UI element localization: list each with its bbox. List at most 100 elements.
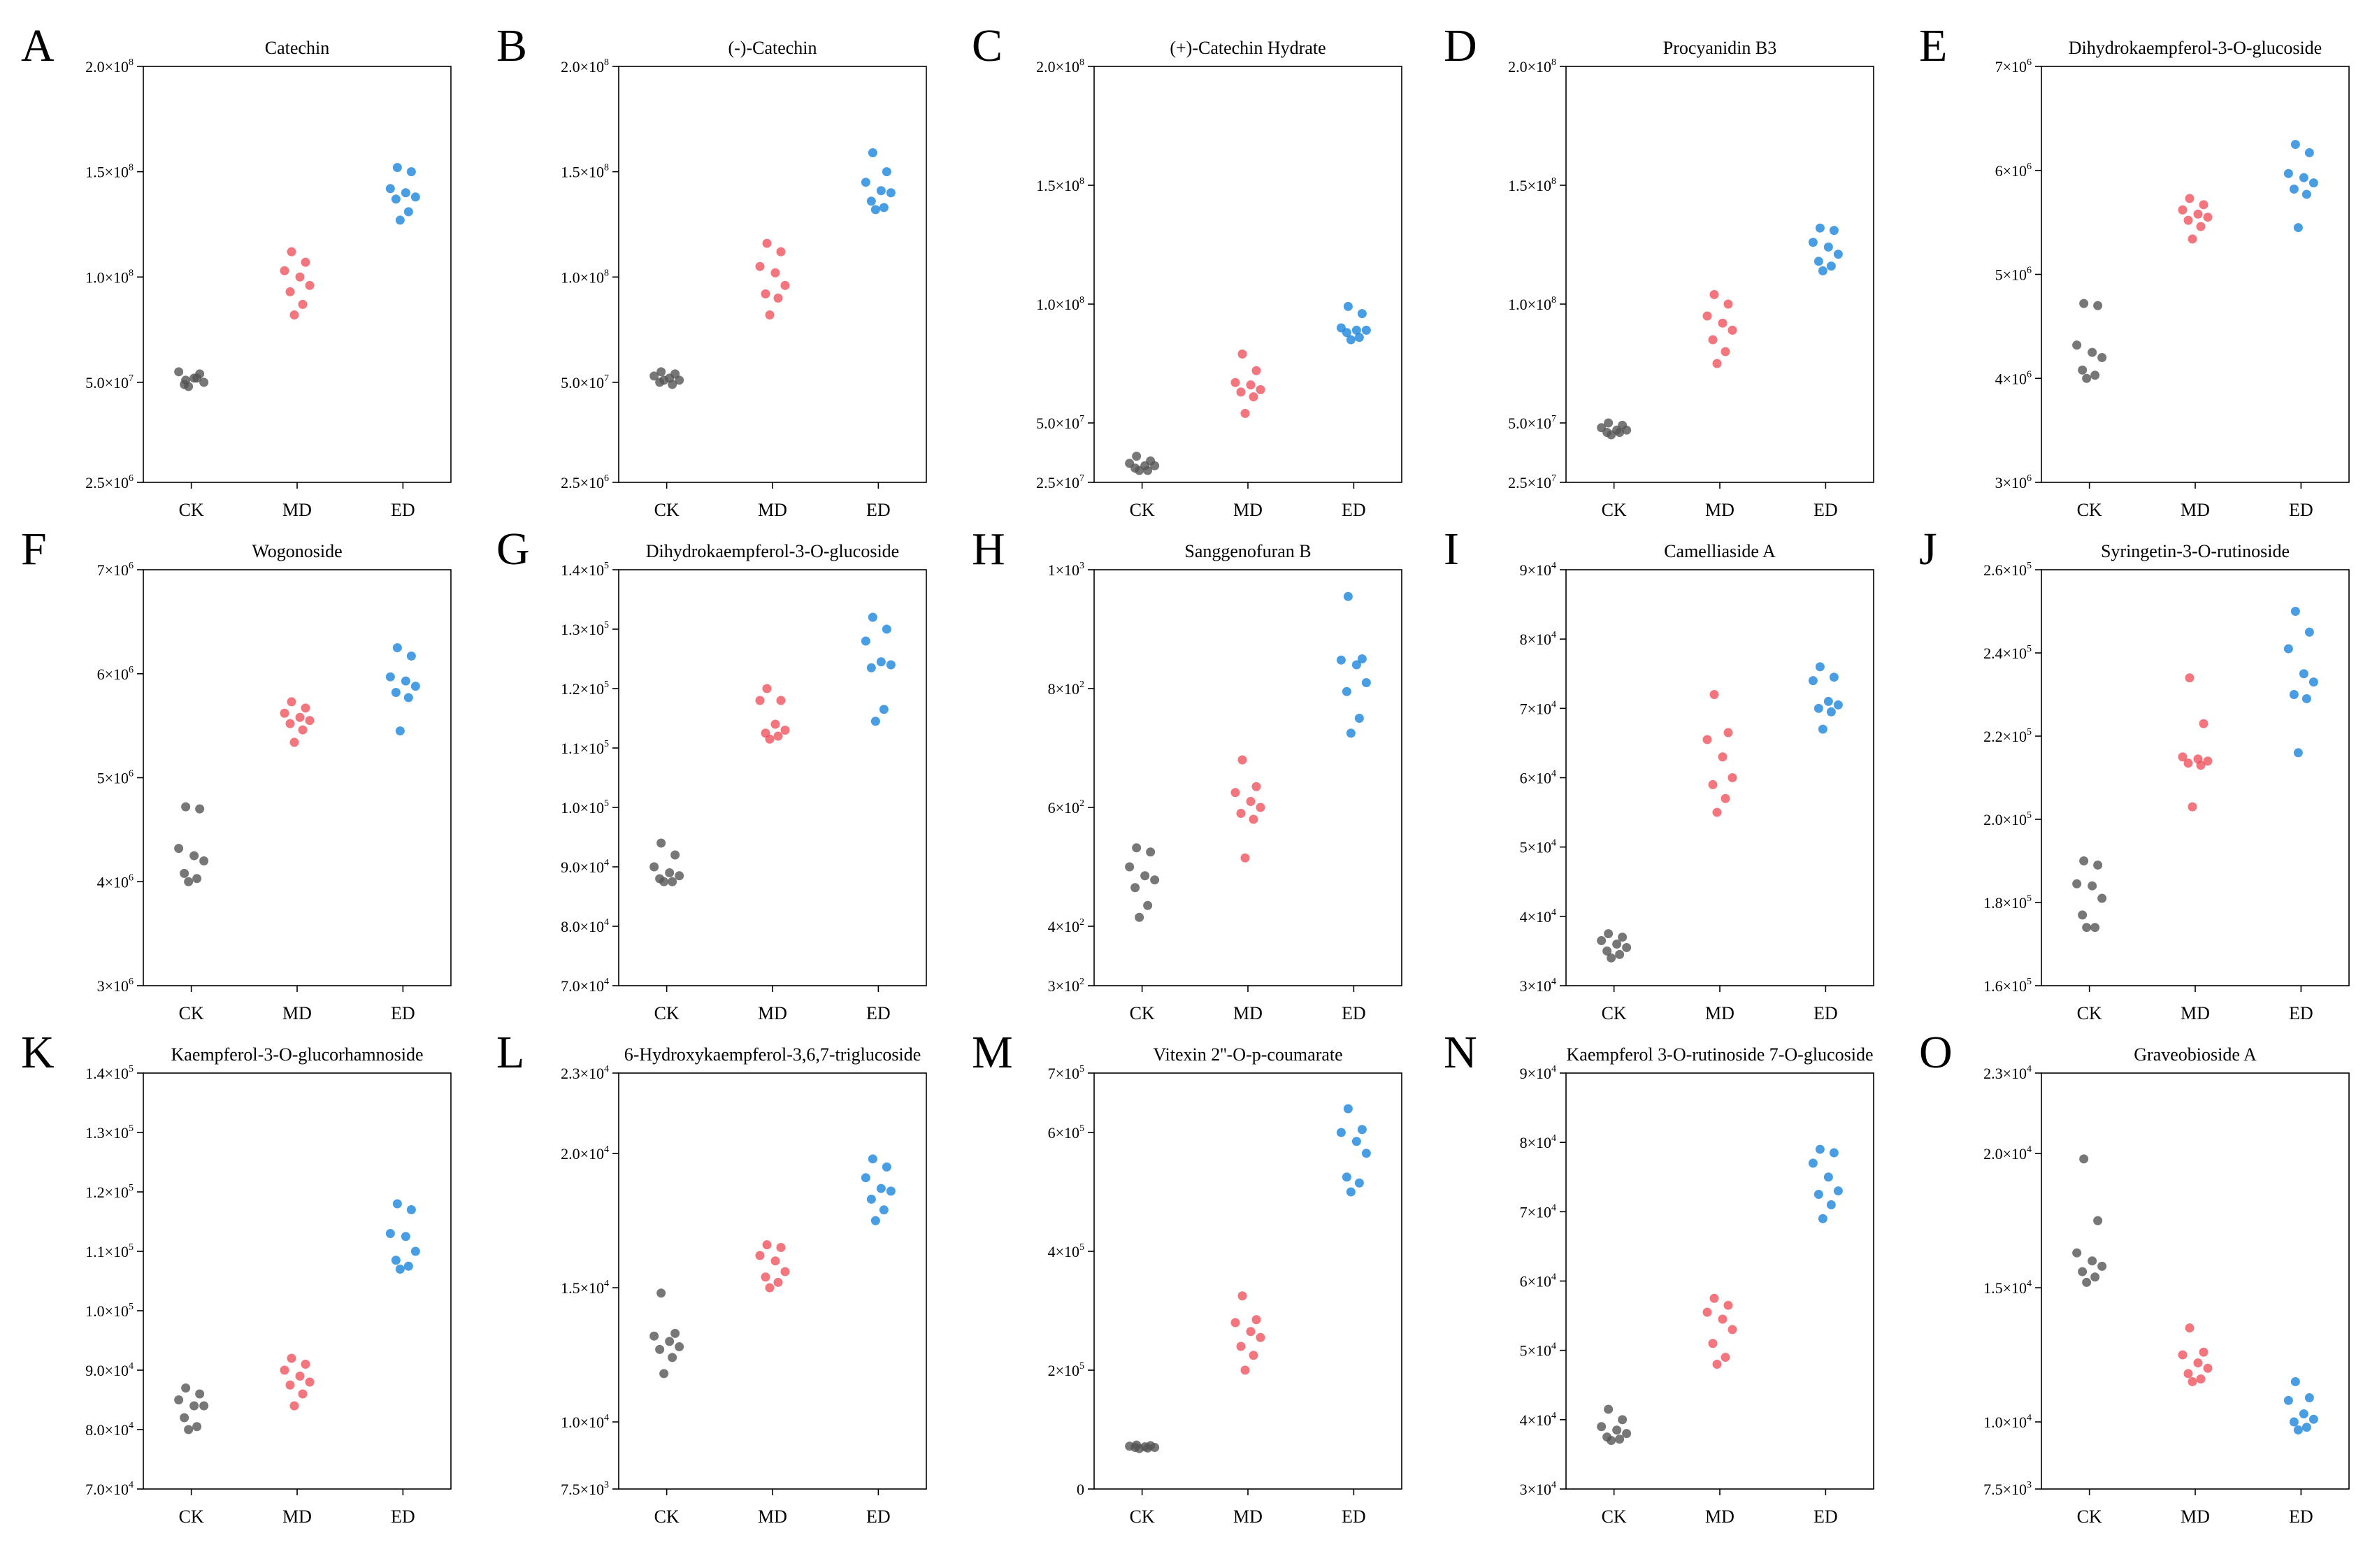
data-point-md (289, 738, 299, 747)
x-tick-label-ed: ED (866, 500, 891, 520)
chart-title: Graveobioside A (2134, 1044, 2257, 1065)
y-tick-label: 9.0×104 (85, 1361, 134, 1379)
data-point-ed (406, 651, 416, 661)
chart-panel-I: I Camelliaside A 3×104 4×104 5×104 6×104 7×104… (1444, 524, 1874, 1023)
data-point-md (298, 725, 308, 735)
x-tick-label-ed: ED (866, 1506, 891, 1527)
data-point-ed (2299, 1409, 2308, 1419)
data-point-md (773, 1277, 783, 1287)
data-point-ed (2299, 173, 2308, 182)
data-point-ed (1814, 1190, 1823, 1200)
x-tick-label-ck: CK (654, 500, 680, 520)
data-point-md (1256, 803, 1265, 812)
y-tick-label: 7.5×103 (1983, 1480, 2032, 1498)
data-point-ed (1833, 250, 1843, 259)
data-point-ed (2290, 140, 2300, 150)
chart-title: (-)-Catechin (728, 38, 817, 58)
y-tick-label: 3×102 (1048, 977, 1084, 995)
data-point-ck (1597, 936, 1607, 946)
chart-panel-N: N Kaempferol 3-O-rutinoside 7-O-glucoside… (1444, 1027, 1874, 1527)
chart-panel-F: F Wogonoside 3×106 4×106 5×106 6×106 7×106 CK MD… (21, 524, 452, 1023)
data-point-ck (656, 838, 666, 848)
data-point-ed (2301, 1423, 2311, 1432)
panel-letter: H (972, 524, 1005, 575)
x-tick-label-ck: CK (1130, 500, 1155, 520)
panel-letter: A (21, 20, 55, 71)
chart-panel-C: C (+)-Catechin Hydrate 2.5×107 5.0×107 1.0×1… (972, 20, 1402, 520)
data-point-ed (1357, 654, 1367, 663)
chart-panel-B: B (-)-Catechin 2.5×106 5.0×107 1.0×108 1.5×10… (496, 20, 927, 520)
panel-letter: D (1444, 20, 1477, 71)
data-point-md (1237, 1291, 1247, 1301)
data-point-ck (1615, 428, 1625, 438)
y-tick-label: 5×104 (1520, 838, 1556, 856)
data-point-ed (1346, 1187, 1356, 1197)
data-point-ed (1351, 660, 1361, 670)
y-tick-label: 2×105 (1048, 1361, 1084, 1379)
y-tick-label: 7.0×104 (561, 977, 609, 995)
data-point-md (1718, 1314, 1728, 1324)
data-point-md (2178, 205, 2188, 215)
data-point-ck (1602, 946, 1612, 956)
panel-letter: B (496, 20, 527, 71)
data-point-ed (395, 215, 405, 225)
data-point-ck (1140, 871, 1150, 881)
y-tick-label: 6×105 (1048, 1123, 1084, 1142)
data-point-ed (406, 1205, 416, 1214)
data-point-md (2196, 222, 2206, 231)
y-tick-label: 6×104 (1520, 769, 1556, 787)
data-point-md (2188, 234, 2197, 244)
data-point-ck (2088, 347, 2097, 357)
data-point-ed (868, 612, 877, 622)
data-point-ed (1818, 724, 1827, 734)
data-point-md (1249, 814, 1258, 824)
data-point-ck (675, 375, 684, 385)
data-point-ck (1604, 929, 1614, 939)
data-point-md (1240, 1365, 1250, 1375)
chart-title: Dihydrokaempferol-3-O-glucoside (2069, 38, 2322, 58)
data-point-md (770, 268, 780, 278)
data-point-md (765, 1283, 775, 1293)
data-point-md (2185, 1323, 2195, 1333)
data-point-md (295, 1372, 305, 1381)
data-point-ed (866, 196, 876, 206)
y-tick-label: 1.4×105 (85, 1064, 134, 1082)
x-tick-label-md: MD (1233, 1003, 1263, 1023)
data-point-ck (1143, 466, 1153, 475)
y-tick-label: 4×104 (1520, 907, 1556, 926)
chart-title: Syringetin-3-O-rutinoside (2101, 541, 2290, 561)
y-tick-label: 5×104 (1520, 1342, 1556, 1360)
data-point-ed (385, 1229, 395, 1238)
data-point-md (280, 1365, 289, 1375)
data-point-ck (1135, 1444, 1144, 1453)
data-point-ck (2097, 353, 2107, 362)
data-point-ck (1615, 949, 1625, 959)
data-point-ck (2093, 301, 2103, 310)
y-tick-label: 1.5×108 (85, 163, 134, 181)
data-point-ck (1135, 466, 1144, 475)
data-point-ed (2293, 748, 2303, 758)
data-point-md (762, 1240, 772, 1250)
data-point-md (295, 272, 305, 282)
data-point-md (1721, 1353, 1730, 1362)
data-point-ed (406, 167, 416, 177)
data-point-md (301, 1360, 310, 1369)
y-tick-label: 3×104 (1520, 977, 1556, 995)
data-point-md (301, 257, 310, 267)
y-tick-label: 9.0×104 (561, 858, 609, 876)
x-tick-label-md: MD (1233, 500, 1263, 520)
y-tick-label: 7.0×104 (85, 1480, 134, 1498)
data-point-ck (174, 1395, 184, 1404)
x-tick-label-ed: ED (1814, 1506, 1838, 1527)
y-tick-label: 1×103 (1048, 561, 1084, 579)
data-point-ed (1361, 325, 1371, 335)
chart-title: Wogonoside (252, 541, 342, 561)
y-tick-label: 6×106 (1995, 161, 2032, 180)
data-point-md (2203, 756, 2213, 766)
data-point-md (2183, 1369, 2193, 1379)
x-tick-label-md: MD (282, 500, 312, 520)
data-point-md (765, 734, 775, 744)
y-tick-label: 1.5×104 (1983, 1279, 2032, 1297)
data-point-ed (403, 207, 413, 217)
data-point-ed (870, 1216, 880, 1225)
